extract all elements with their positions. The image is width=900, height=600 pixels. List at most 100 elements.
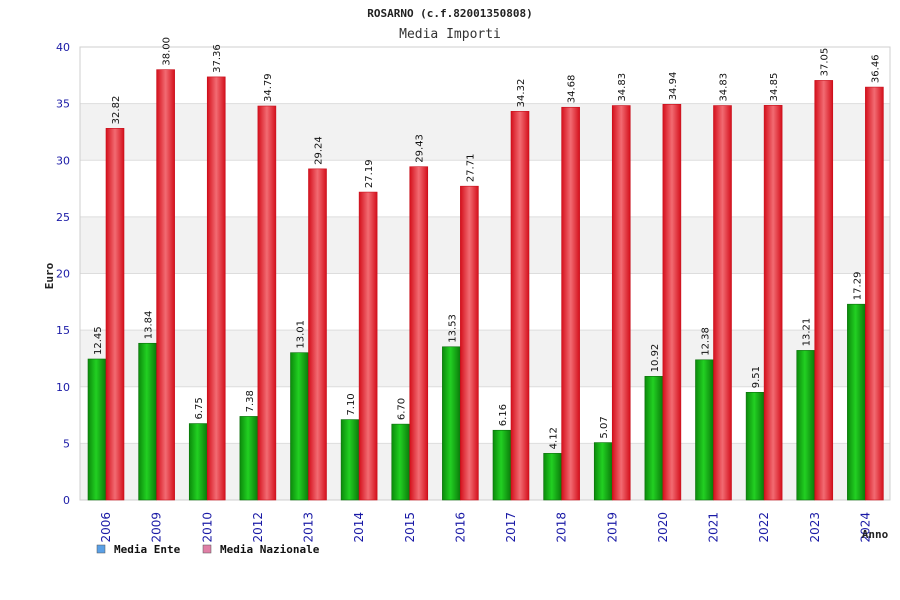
bar-media-nazionale-2015	[409, 166, 429, 501]
bar-media-ente-2012	[239, 416, 259, 501]
bar-media-nazionale-2010	[206, 76, 226, 501]
legend-label-media-ente: Media Ente	[114, 543, 181, 556]
bar-media-ente-2014	[340, 419, 360, 501]
value-label-media-nazionale-2017: 34.32	[516, 79, 527, 108]
value-label-media-ente-2024: 17.29	[852, 272, 863, 301]
y-tick-label: 15	[56, 324, 70, 337]
bar-media-ente-2020	[644, 376, 664, 501]
value-label-media-nazionale-2009: 38.00	[162, 37, 173, 66]
bar-media-ente-2018	[543, 453, 562, 501]
value-label-media-ente-2023: 13.21	[802, 318, 813, 347]
plot-frame	[79, 46, 891, 501]
bar-media-nazionale-2023	[814, 80, 834, 501]
x-tick-label: 2015	[403, 512, 417, 543]
bar-media-ente-2015	[391, 423, 411, 501]
bar-media-ente-2021	[695, 359, 714, 501]
value-label-media-ente-2012: 7.38	[245, 390, 256, 412]
value-label-media-ente-2016: 13.53	[447, 314, 458, 343]
value-label-media-nazionale-2024: 36.46	[870, 54, 881, 83]
value-label-media-nazionale-2014: 27.19	[364, 159, 375, 188]
x-tick-label: 2022	[757, 512, 771, 543]
x-tick-label: 2006	[99, 512, 113, 543]
bar-media-nazionale-2014	[358, 191, 378, 501]
x-tick-label: 2019	[605, 512, 619, 543]
value-label-media-nazionale-2013: 29.24	[314, 136, 325, 165]
x-tick-label: 2014	[352, 512, 366, 543]
bar-media-ente-2013	[290, 352, 309, 501]
bar-media-ente-2009	[138, 342, 157, 501]
bar-media-nazionale-2009	[156, 69, 175, 501]
value-label-media-ente-2019: 5.07	[599, 416, 610, 438]
x-tick-label: 2021	[707, 512, 721, 543]
value-label-media-nazionale-2020: 34.94	[668, 72, 679, 101]
x-tick-label: 2020	[656, 512, 670, 543]
value-label-media-ente-2006: 12.45	[93, 326, 104, 355]
bar-media-nazionale-2017	[510, 111, 530, 501]
y-tick-label: 20	[56, 268, 70, 281]
y-axis-label: Euro	[43, 262, 56, 289]
x-axis-ticks: 2006 2009 2010 2012 2013 2014 2015 2016 2017 2018…	[99, 512, 872, 543]
bar-media-ente-2019	[593, 442, 613, 501]
bar-media-ente-2010	[188, 423, 208, 501]
y-tick-label: 10	[56, 381, 70, 394]
bar-media-ente-2017	[492, 429, 512, 501]
value-label-media-ente-2015: 6.70	[397, 398, 408, 420]
x-tick-label: 2010	[200, 512, 214, 543]
y-tick-label: 30	[56, 154, 70, 167]
value-label-media-ente-2022: 9.51	[751, 366, 762, 388]
x-tick-label: 2012	[251, 512, 265, 543]
bar-media-nazionale-2013	[308, 168, 327, 501]
value-label-media-nazionale-2022: 34.85	[769, 73, 780, 102]
data-labels: 12.45 32.82 13.84 38.00 6.75 37.36 7.38 34.79 13…	[93, 37, 881, 449]
y-tick-label: 25	[56, 211, 70, 224]
value-label-media-nazionale-2023: 37.05	[820, 48, 831, 77]
y-tick-label: 5	[63, 437, 70, 450]
x-tick-label: 2013	[302, 512, 316, 543]
value-label-media-ente-2014: 7.10	[346, 393, 357, 415]
bar-media-nazionale-2024	[865, 86, 884, 501]
bar-media-nazionale-2016	[460, 185, 479, 501]
y-axis-ticks: 0 5 10 15 20 25 30 35 40	[56, 41, 70, 507]
y-tick-label: 0	[63, 494, 70, 507]
y-tick-label: 40	[56, 41, 70, 54]
x-tick-label: 2017	[504, 512, 518, 543]
bar-media-nazionale-2022	[763, 105, 783, 501]
value-label-media-nazionale-2018: 34.68	[567, 75, 578, 104]
bar-media-nazionale-2006	[105, 128, 125, 501]
x-tick-label: 2016	[453, 512, 467, 543]
bar-media-ente-2024	[847, 303, 866, 501]
value-label-media-ente-2010: 6.75	[194, 397, 205, 419]
y-tick-label: 35	[56, 98, 70, 111]
bar-media-nazionale-2018	[561, 106, 580, 501]
bar-media-ente-2022	[745, 391, 765, 501]
value-label-media-nazionale-2012: 34.79	[263, 73, 274, 102]
value-label-media-ente-2009: 13.84	[144, 311, 155, 340]
chart-subtitle: Media Importi	[399, 27, 501, 42]
bar-media-ente-2016	[442, 346, 461, 501]
value-label-media-nazionale-2019: 34.83	[617, 73, 628, 102]
x-tick-label: 2024	[858, 512, 872, 543]
x-tick-label: 2018	[555, 512, 569, 543]
x-tick-label: 2009	[150, 512, 164, 543]
bar-media-nazionale-2012	[257, 105, 277, 501]
value-label-media-ente-2020: 10.92	[650, 344, 661, 373]
legend-label-media-nazionale: Media Nazionale	[220, 543, 320, 556]
value-label-media-nazionale-2015: 29.43	[415, 134, 426, 163]
value-label-media-ente-2018: 4.12	[549, 427, 560, 449]
bars	[87, 69, 884, 501]
value-label-media-ente-2013: 13.01	[296, 320, 307, 349]
legend: Media Ente Media Nazionale	[96, 543, 320, 556]
value-label-media-nazionale-2021: 34.83	[719, 73, 730, 102]
value-label-media-nazionale-2016: 27.71	[465, 154, 476, 183]
value-label-media-ente-2021: 12.38	[701, 327, 712, 356]
bar-media-ente-2006	[87, 358, 107, 501]
legend-swatch-media-nazionale	[202, 544, 212, 554]
value-label-media-nazionale-2010: 37.36	[212, 44, 223, 73]
chart-title: ROSARNO (c.f.82001350808)	[367, 7, 533, 20]
bar-media-nazionale-2019	[611, 105, 631, 501]
legend-swatch-media-ente	[96, 544, 106, 554]
x-tick-label: 2023	[808, 512, 822, 543]
value-label-media-ente-2017: 6.16	[498, 404, 509, 426]
bar-media-ente-2023	[796, 350, 816, 501]
